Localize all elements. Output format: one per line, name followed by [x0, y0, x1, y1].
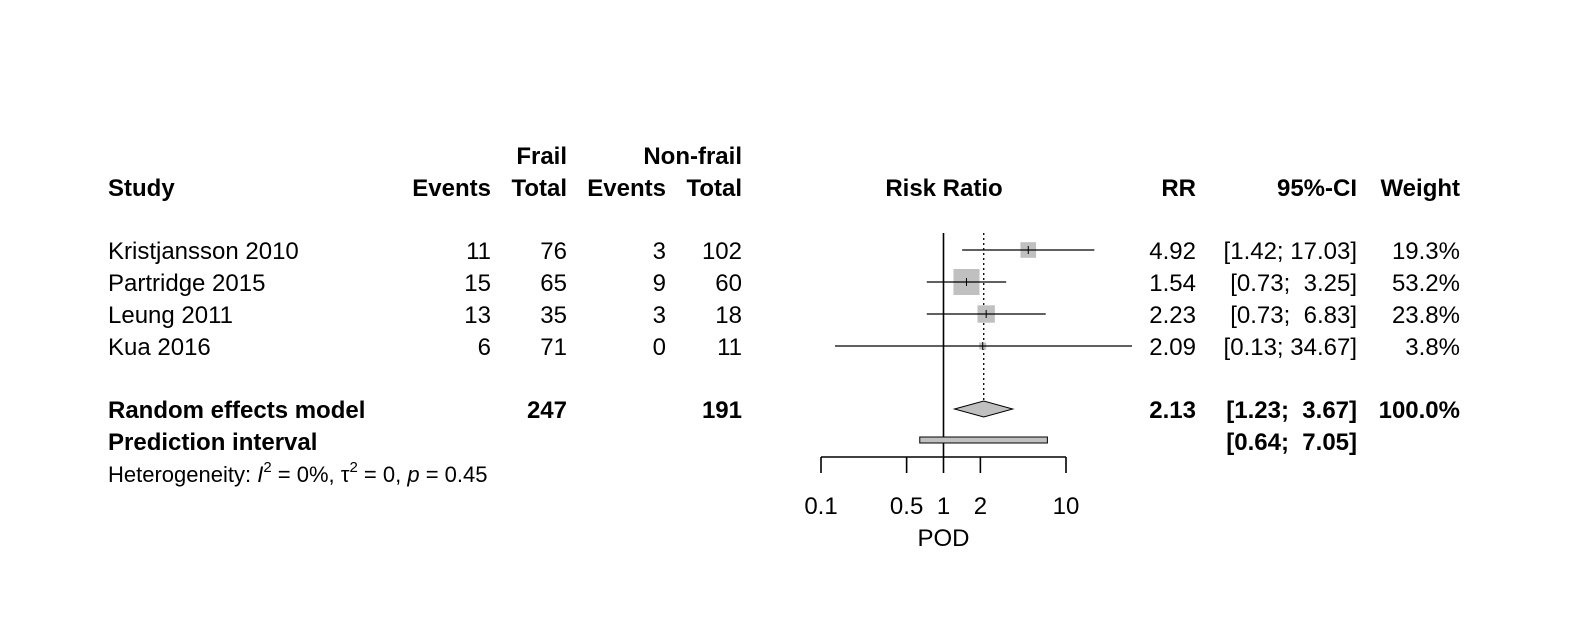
- summary-diamond: [952, 400, 1015, 418]
- study-row: Kristjansson 2010 11 76 3 102 4.92 [1.42…: [108, 238, 1460, 265]
- header-risk-ratio: Risk Ratio: [885, 175, 1002, 202]
- summary-total-nonfrail: 191: [702, 397, 742, 424]
- total-frail: 71: [540, 334, 567, 361]
- header-weight: Weight: [1380, 175, 1460, 202]
- summary-total-frail: 247: [527, 397, 567, 424]
- events-frail: 6: [478, 334, 491, 361]
- total-frail: 76: [540, 238, 567, 265]
- header-total-frail: Total: [511, 175, 567, 202]
- x-tick-label: 0.1: [804, 493, 837, 520]
- x-tick-label: 10: [1053, 493, 1080, 520]
- weight-value: 23.8%: [1392, 302, 1460, 329]
- forest-marks: [834, 233, 1132, 457]
- events-frail: 13: [464, 302, 491, 329]
- events-frail: 15: [464, 270, 491, 297]
- study-row: Partridge 2015 15 65 9 60 1.54 [0.73; 3.…: [108, 270, 1460, 297]
- ci-value: [0.73; 3.25]: [1230, 270, 1357, 297]
- study-row: Kua 2016 6 71 0 11 2.09 [0.13; 34.67] 3.…: [108, 334, 1460, 361]
- ci-value: [1.42; 17.03]: [1224, 238, 1357, 265]
- summary-ci: [1.23; 3.67]: [1226, 397, 1357, 424]
- total-nonfrail: 18: [715, 302, 742, 329]
- summary-row: Random effects model 247 191 2.13 [1.23;…: [108, 397, 1460, 424]
- ci-value: [0.13; 34.67]: [1224, 334, 1357, 361]
- study-name: Leung 2011: [108, 302, 233, 329]
- prediction-ci: [0.64; 7.05]: [1226, 429, 1357, 456]
- total-nonfrail: 102: [702, 238, 742, 265]
- summary-label: Random effects model: [108, 397, 365, 424]
- total-frail: 35: [540, 302, 567, 329]
- header-total-nonfrail: Total: [686, 175, 742, 202]
- rr-value: 2.23: [1149, 302, 1196, 329]
- x-axis-label: POD: [917, 525, 969, 552]
- weight-value: 3.8%: [1405, 334, 1460, 361]
- rr-value: 4.92: [1149, 238, 1196, 265]
- ci-value: [0.73; 6.83]: [1230, 302, 1357, 329]
- summary-weight: 100.0%: [1379, 397, 1460, 424]
- header-frail: Frail: [516, 143, 567, 170]
- study-name: Kua 2016: [108, 334, 211, 361]
- header-events-frail: Events: [412, 175, 491, 202]
- study-row: Leung 2011 13 35 3 18 2.23 [0.73; 6.83] …: [108, 302, 1460, 329]
- heterogeneity-text: Heterogeneity: I2 = 0%, τ2 = 0, p = 0.45: [108, 459, 488, 487]
- x-tick-label: 0.5: [890, 493, 923, 520]
- study-name: Kristjansson 2010: [108, 238, 299, 265]
- prediction-interval-bar: [919, 436, 1048, 444]
- prediction-label: Prediction interval: [108, 429, 317, 456]
- header-ci: 95%-CI: [1277, 175, 1357, 202]
- rr-value: 2.09: [1149, 334, 1196, 361]
- header-nonfrail: Non-frail: [643, 143, 742, 170]
- events-nonfrail: 3: [653, 238, 666, 265]
- header-study: Study: [108, 175, 175, 202]
- x-tick-label: 1: [937, 493, 950, 520]
- summary-rr: 2.13: [1149, 397, 1196, 424]
- weight-value: 19.3%: [1392, 238, 1460, 265]
- total-nonfrail: 11: [717, 334, 742, 361]
- events-nonfrail: 0: [653, 334, 666, 361]
- rr-value: 1.54: [1149, 270, 1196, 297]
- weight-value: 53.2%: [1392, 270, 1460, 297]
- x-axis: 0.1 0.5 1 2 10 POD: [804, 456, 1080, 552]
- events-frail: 11: [466, 238, 491, 265]
- header-rr: RR: [1161, 175, 1196, 202]
- study-name: Partridge 2015: [108, 270, 265, 297]
- header-events-nonfrail: Events: [587, 175, 666, 202]
- events-nonfrail: 9: [653, 270, 666, 297]
- total-nonfrail: 60: [715, 270, 742, 297]
- prediction-row: Prediction interval [0.64; 7.05]: [108, 429, 1357, 456]
- events-nonfrail: 3: [653, 302, 666, 329]
- total-frail: 65: [540, 270, 567, 297]
- x-tick-label: 2: [974, 493, 987, 520]
